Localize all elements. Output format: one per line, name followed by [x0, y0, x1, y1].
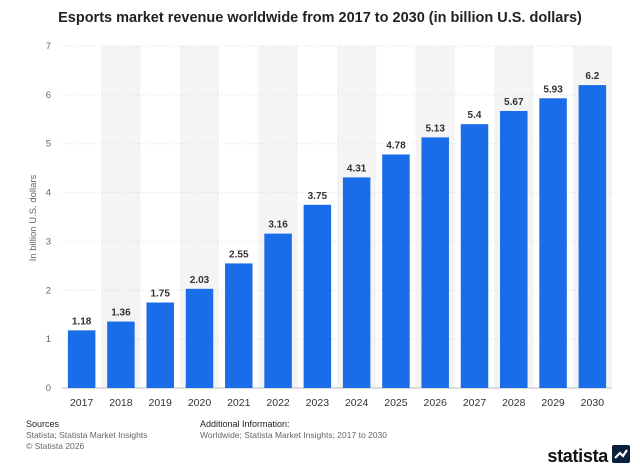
- chart-title: Esports market revenue worldwide from 20…: [58, 10, 582, 26]
- x-tick-label: 2029: [541, 397, 565, 409]
- data-label: 1.18: [72, 316, 92, 327]
- sources-block: Sources Statista; Statista Market Insigh…: [26, 419, 147, 452]
- bar: [460, 124, 489, 389]
- x-tick-label: 2017: [70, 397, 94, 409]
- bars: [67, 85, 607, 389]
- bar: [303, 204, 332, 388]
- statista-logo-icon: [612, 445, 630, 468]
- data-label: 2.55: [229, 249, 249, 260]
- sources-heading: Sources: [26, 419, 60, 429]
- data-label: 5.13: [425, 123, 445, 134]
- additional-info-heading: Additional Information:: [200, 419, 290, 429]
- data-label: 6.2: [585, 71, 599, 82]
- y-axis-title: In billion U.S. dollars: [28, 174, 39, 261]
- bar: [539, 98, 567, 388]
- data-label: 3.75: [308, 191, 328, 202]
- x-tick-label: 2030: [581, 397, 605, 409]
- y-tick-label: 7: [46, 41, 51, 52]
- x-tick-label: 2025: [384, 397, 408, 409]
- x-tick-label: 2024: [345, 397, 369, 409]
- y-tick-label: 2: [46, 285, 51, 296]
- y-tick-label: 3: [46, 236, 51, 247]
- y-axis-ticks: 0 1 2 3 4 5 6 7: [46, 41, 51, 394]
- x-tick-label: 2028: [502, 397, 526, 409]
- bar: [146, 302, 174, 388]
- y-tick-label: 4: [46, 188, 51, 199]
- statista-logo[interactable]: statista: [547, 445, 630, 468]
- x-tick-label: 2027: [463, 397, 487, 409]
- y-tick-label: 6: [46, 90, 51, 101]
- data-label: 1.75: [150, 289, 170, 300]
- data-labels: 1.18 1.36 1.75 2.03 2.55 3.16 3.75 4.31 4.78 5.13…: [72, 71, 600, 327]
- y-tick-label: 1: [46, 334, 51, 345]
- bar: [500, 110, 528, 388]
- x-tick-label: 2021: [227, 397, 251, 409]
- data-label: 3.16: [268, 220, 288, 231]
- x-tick-label: 2023: [306, 397, 330, 409]
- sources-text: Statista; Statista Market Insights: [26, 430, 148, 440]
- bar: [185, 288, 214, 388]
- data-label: 5.93: [543, 84, 563, 95]
- data-label: 5.67: [504, 97, 524, 108]
- data-label: 4.31: [347, 163, 367, 174]
- y-tick-label: 0: [46, 383, 51, 394]
- bar: [225, 263, 253, 388]
- data-label: 4.78: [386, 140, 406, 151]
- bar: [421, 137, 449, 388]
- brand-name: statista: [547, 446, 608, 466]
- bar: [264, 233, 292, 388]
- x-tick-label: 2019: [149, 397, 173, 409]
- bar: [67, 330, 96, 388]
- x-axis-ticks: 2017 2018 2019 2020 2021 2022 2023 2024 2025 2026…: [70, 397, 604, 409]
- x-tick-label: 2018: [109, 397, 133, 409]
- bar: [107, 321, 135, 388]
- bar: [342, 177, 371, 388]
- additional-info-block: Additional Information: Worldwide; Stati…: [200, 419, 387, 441]
- bar: [578, 85, 607, 388]
- additional-info-text: Worldwide; Statista Market Insights; 201…: [200, 430, 387, 440]
- copyright-text: © Statista 2026: [26, 441, 85, 451]
- data-label: 2.03: [190, 275, 210, 286]
- x-tick-label: 2020: [188, 397, 212, 409]
- data-label: 5.4: [468, 110, 482, 121]
- x-tick-label: 2022: [266, 397, 290, 409]
- y-tick-label: 5: [46, 139, 51, 150]
- data-label: 1.36: [111, 308, 131, 319]
- bar: [382, 154, 410, 388]
- x-tick-label: 2026: [424, 397, 448, 409]
